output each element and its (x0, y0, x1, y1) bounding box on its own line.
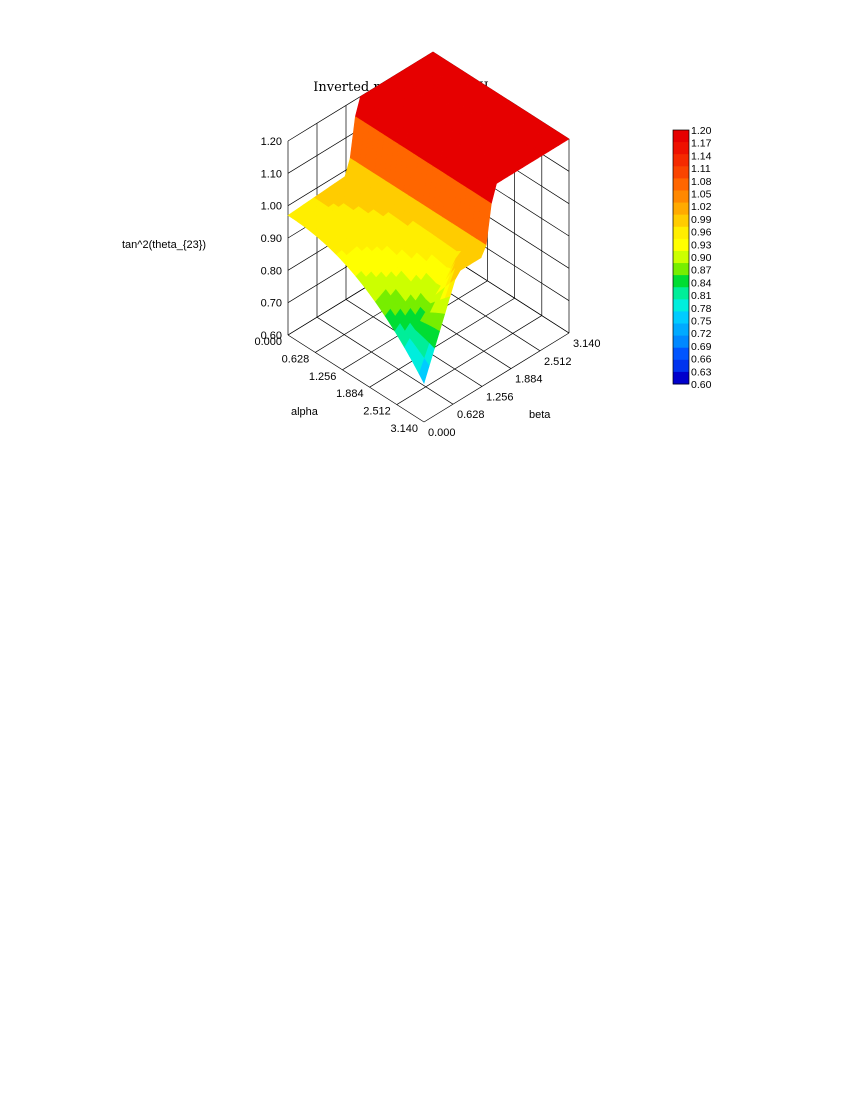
colorbar-swatch (673, 202, 689, 216)
x-tick-label: 1.884 (336, 388, 364, 400)
colorbar-swatch (673, 299, 689, 312)
colorbar-label: 0.87 (691, 265, 712, 277)
x-axis-label: alpha (291, 406, 319, 418)
floor-grid-line (316, 316, 454, 405)
colorbar-label: 0.72 (691, 328, 712, 340)
x-tick-label: 3.140 (390, 423, 418, 435)
colorbar-swatch (673, 359, 689, 373)
colorbar-swatch (673, 166, 689, 179)
y-tick-label: 2.512 (544, 356, 572, 368)
colorbar-label: 0.78 (691, 303, 712, 315)
colorbar-label: 1.08 (691, 176, 712, 188)
z-tick-label: 0.70 (261, 298, 282, 310)
z-tick-label: 0.60 (261, 330, 282, 342)
colorbar-swatch (673, 275, 689, 288)
z-tick-label: 0.80 (261, 265, 282, 277)
colorbar-label: 0.93 (691, 239, 712, 251)
colorbar-label: 0.66 (691, 354, 712, 366)
floor-grid-line (287, 334, 425, 423)
colorbar-swatch (673, 238, 689, 252)
colorbar-label: 0.60 (691, 379, 712, 391)
colorbar-label: 1.02 (691, 201, 712, 213)
colorbar-swatch (673, 371, 689, 385)
colorbar-swatch (673, 142, 689, 155)
z-tick-label: 0.90 (261, 233, 282, 245)
y-tick-label: 0.000 (428, 427, 456, 439)
y-tick-label: 1.884 (515, 374, 543, 386)
colorbar-label: 1.17 (691, 138, 712, 150)
colorbar-swatch (673, 263, 689, 276)
colorbar-swatch (673, 214, 689, 228)
surface-cell (418, 358, 430, 384)
floor-grid-line (396, 315, 542, 405)
z-tick-labels: 0.60 0.70 0.80 0.90 1.00 1.10 1.20 (261, 136, 282, 342)
colorbar-label: 0.84 (691, 277, 712, 289)
colorbar-swatch (673, 130, 689, 143)
colorbar-swatch (673, 154, 689, 167)
z-tick-label: 1.20 (261, 136, 282, 148)
x-tick-label: 2.512 (363, 406, 391, 418)
z-tick-label: 1.00 (261, 201, 282, 213)
colorbar-swatch (673, 287, 689, 300)
colorbar-swatch (673, 323, 689, 337)
y-axis-label: beta (529, 409, 551, 421)
colorbar-label: 1.14 (691, 150, 712, 162)
colorbar-frame (672, 129, 690, 385)
colorbar-label: 0.90 (691, 252, 712, 264)
y-tick-label: 3.140 (573, 338, 601, 350)
floor-grid-line (423, 332, 570, 423)
colorbar-swatch (673, 347, 689, 361)
colorbar-label: 0.96 (691, 227, 712, 239)
colorbar-label: 0.75 (691, 316, 712, 328)
x-tick-label: 0.000 (254, 336, 282, 348)
colorbar-label: 0.81 (691, 290, 712, 302)
colorbar-label: 0.69 (691, 341, 712, 353)
colorbar-label: 1.05 (691, 189, 712, 201)
y-tick-label: 0.628 (457, 409, 485, 421)
x-tick-label: 0.628 (282, 353, 310, 365)
z-tick-label: 1.10 (261, 168, 282, 180)
colorbar-label: 1.20 (691, 125, 712, 137)
colorbar-swatch (673, 226, 689, 240)
floor-grid-line (369, 297, 515, 388)
colorbar-label: 1.11 (691, 163, 711, 175)
colorbar: 1.201.171.141.111.081.051.020.990.960.93… (672, 125, 712, 391)
z-axis-label: tan^2(theta_{23}) (122, 239, 206, 251)
colorbar-label: 0.99 (691, 214, 712, 226)
surface-mesh (287, 51, 570, 384)
x-tick-label: 1.256 (309, 371, 337, 383)
colorbar-swatch (673, 311, 689, 325)
colorbar-swatch (673, 190, 689, 204)
colorbar-swatch (673, 250, 689, 264)
colorbar-swatch (673, 178, 689, 191)
y-tick-label: 1.256 (486, 391, 514, 403)
colorbar-label: 0.63 (691, 366, 712, 378)
colorbar-swatch (673, 335, 689, 349)
